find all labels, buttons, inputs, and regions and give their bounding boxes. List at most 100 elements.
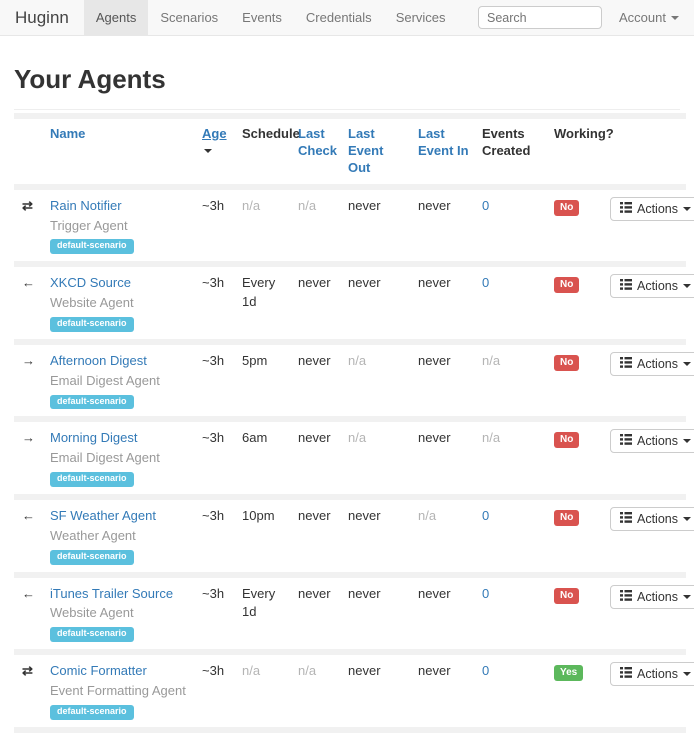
working-status-badge: No <box>554 509 580 526</box>
last-event-in-cell: never <box>410 422 474 494</box>
schedule-cell: n/a <box>234 189 290 262</box>
schedule-cell: 6am <box>234 422 290 494</box>
transfer-icon: ⇄ <box>22 663 33 679</box>
events-created-count[interactable]: 0 <box>482 507 490 523</box>
agent-name-link[interactable]: Morning Digest <box>50 430 138 446</box>
header-last-event-in[interactable]: Last Event In <box>410 119 474 184</box>
last-event-out-cell: n/a <box>340 422 410 494</box>
scenario-badge[interactable]: default-scenario <box>50 394 134 410</box>
scenario-badge[interactable]: default-scenario <box>50 472 134 487</box>
chevron-down-icon <box>683 672 691 677</box>
chevron-down-icon <box>683 594 691 599</box>
header-events-created: Events Created <box>474 119 546 184</box>
events-created-count[interactable]: 0 <box>482 663 490 679</box>
actions-button[interactable]: Actions <box>610 506 694 531</box>
scenario-badge[interactable]: default-scenario <box>50 627 134 643</box>
header-working: Working? <box>546 119 614 184</box>
arrow-left-icon: ← <box>22 585 35 601</box>
list-icon <box>620 667 632 681</box>
scenario-badge[interactable]: default-scenario <box>50 549 134 565</box>
scenario-badge[interactable]: default-scenario <box>50 239 134 255</box>
page-container: Your Agents Name Age Schedule Last Check… <box>0 64 694 733</box>
last-check-cell: never <box>290 267 340 339</box>
working-status-badge: Yes <box>554 665 584 682</box>
age-cell: ~3h <box>194 267 234 339</box>
schedule-cell: Every 1d <box>234 267 290 339</box>
actions-button[interactable]: Actions <box>610 351 694 376</box>
agents-table-body: ⇄ Rain Notifier Trigger Agent default-sc… <box>14 189 694 727</box>
agent-name-link[interactable]: Rain Notifier <box>50 197 122 213</box>
agent-type-label: Website Agent <box>50 605 134 621</box>
list-icon <box>620 589 632 604</box>
last-event-in-cell: never <box>410 655 474 727</box>
nav-item-events[interactable]: Events <box>242 10 282 25</box>
agent-name-link[interactable]: XKCD Source <box>50 275 131 291</box>
events-created-count[interactable]: n/a <box>482 430 501 446</box>
actions-button[interactable]: Actions <box>610 584 694 609</box>
agent-type-label: Email Digest Agent <box>50 372 160 388</box>
arrow-left-icon: ← <box>22 507 35 523</box>
account-label: Account <box>619 10 666 25</box>
age-cell: ~3h <box>194 577 234 650</box>
list-icon <box>620 279 632 293</box>
agent-row: → Afternoon Digest Email Digest Agent de… <box>14 344 694 417</box>
scenario-badge[interactable]: default-scenario <box>50 704 134 720</box>
agent-name-link[interactable]: Afternoon Digest <box>50 352 147 368</box>
actions-button[interactable]: Actions <box>610 662 694 687</box>
search-input[interactable] <box>478 6 603 29</box>
schedule-cell: Every 1d <box>234 577 290 650</box>
working-status-badge: No <box>554 354 580 371</box>
last-check-cell: never <box>290 422 340 494</box>
arrow-left-icon: ← <box>22 275 35 291</box>
schedule-cell: n/a <box>234 655 290 727</box>
chevron-down-icon <box>683 206 691 211</box>
agent-type-label: Trigger Agent <box>50 217 128 233</box>
age-cell: ~3h <box>194 655 234 727</box>
actions-button[interactable]: Actions <box>610 429 694 454</box>
agent-name-link[interactable]: iTunes Trailer Source <box>50 585 174 601</box>
last-event-out-cell: never <box>340 655 410 727</box>
table-header-row: Name Age Schedule Last Check Last Event … <box>14 119 686 184</box>
account-dropdown[interactable]: Account <box>602 10 694 25</box>
working-status-badge: No <box>554 199 580 216</box>
arrow-right-icon: → <box>22 352 35 368</box>
agent-name-link[interactable]: Comic Formatter <box>50 663 147 679</box>
chevron-down-icon <box>683 439 691 444</box>
main-nav: Agents Scenarios Events Credentials Serv… <box>83 0 458 35</box>
schedule-cell: 10pm <box>234 499 290 572</box>
agent-row: ⇄ Comic Formatter Event Formatting Agent… <box>14 655 694 727</box>
brand-logo[interactable]: Huginn <box>15 7 69 27</box>
events-created-count[interactable]: 0 <box>482 197 490 213</box>
agent-row: ← SF Weather Agent Weather Agent default… <box>14 499 694 572</box>
last-check-cell: n/a <box>290 655 340 727</box>
list-icon <box>620 434 632 448</box>
nav-item-services[interactable]: Services <box>395 10 446 25</box>
header-name[interactable]: Name <box>42 119 194 184</box>
scenario-badge[interactable]: default-scenario <box>50 316 134 332</box>
chevron-down-icon <box>683 284 691 289</box>
header-last-event-out[interactable]: Last Event Out <box>340 119 410 184</box>
events-created-count[interactable]: 0 <box>482 275 490 291</box>
nav-item-agents[interactable]: Agents <box>83 0 149 35</box>
age-cell: ~3h <box>194 189 234 262</box>
header-age[interactable]: Age <box>194 119 234 184</box>
agent-type-label: Event Formatting Agent <box>50 682 186 698</box>
last-check-cell: never <box>290 499 340 572</box>
agent-type-label: Weather Agent <box>50 527 136 543</box>
nav-item-credentials[interactable]: Credentials <box>305 10 372 25</box>
agent-name-link[interactable]: SF Weather Agent <box>50 507 156 523</box>
actions-button[interactable]: Actions <box>610 274 694 299</box>
events-created-count[interactable]: 0 <box>482 585 490 601</box>
events-created-count[interactable]: n/a <box>482 352 501 368</box>
nav-item-scenarios[interactable]: Scenarios <box>160 10 219 25</box>
last-check-cell: never <box>290 344 340 417</box>
last-event-in-cell: never <box>410 189 474 262</box>
header-last-check[interactable]: Last Check <box>290 119 340 184</box>
header-schedule: Schedule <box>234 119 300 184</box>
agent-type-label: Email Digest Agent <box>50 450 160 466</box>
last-event-out-cell: never <box>340 189 410 262</box>
last-check-cell: n/a <box>290 189 340 262</box>
actions-button[interactable]: Actions <box>610 196 694 221</box>
header-actions-col <box>602 119 686 184</box>
list-icon <box>620 201 632 216</box>
